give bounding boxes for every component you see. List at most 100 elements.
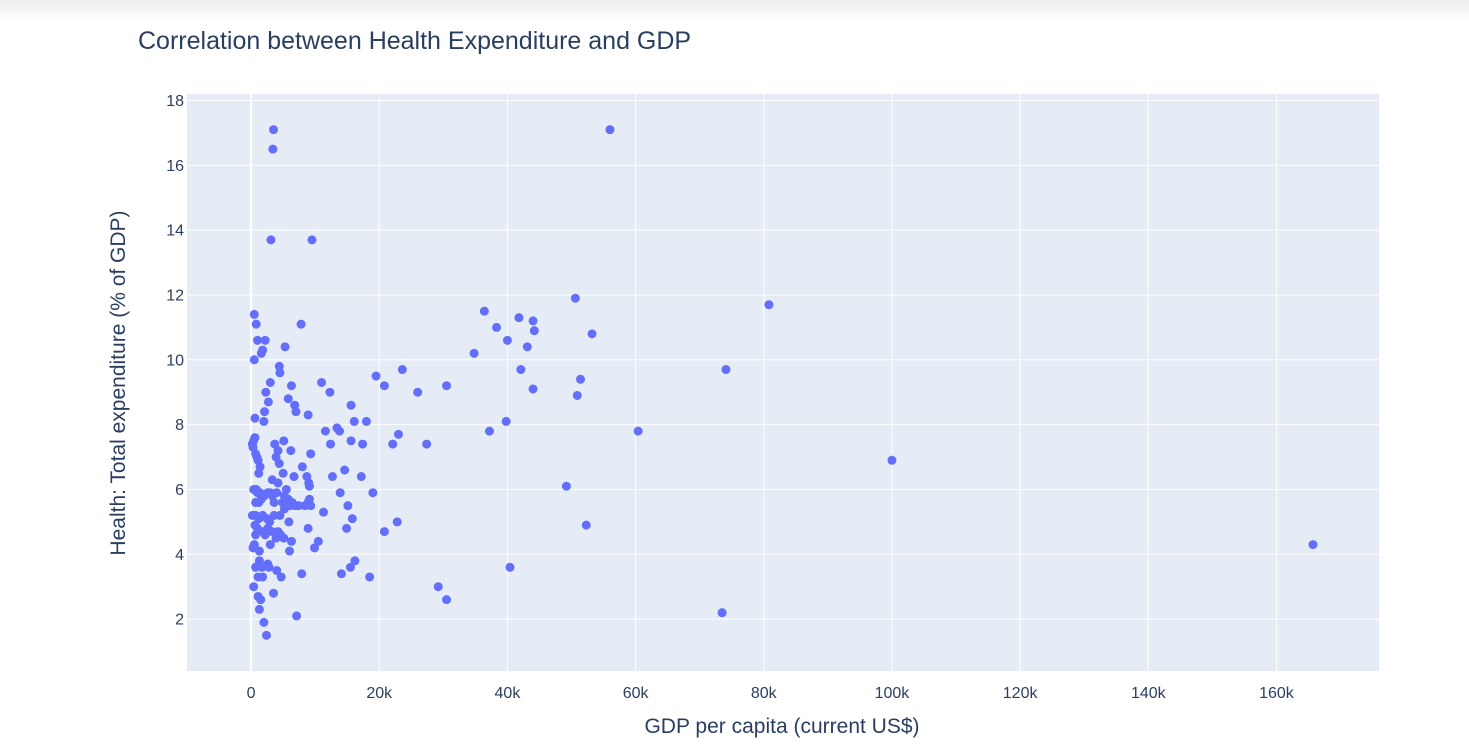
- data-point[interactable]: [260, 530, 270, 540]
- data-point[interactable]: [259, 617, 269, 627]
- data-point[interactable]: [365, 572, 375, 582]
- data-point[interactable]: [306, 501, 316, 511]
- data-point[interactable]: [319, 507, 329, 517]
- data-point[interactable]: [264, 562, 274, 572]
- data-point[interactable]: [275, 510, 285, 520]
- data-point[interactable]: [289, 472, 299, 482]
- data-point[interactable]: [272, 488, 282, 498]
- data-point[interactable]: [281, 484, 291, 494]
- data-point[interactable]: [275, 368, 285, 378]
- data-point[interactable]: [361, 416, 371, 426]
- data-point[interactable]: [307, 235, 317, 245]
- data-point[interactable]: [469, 348, 479, 358]
- data-point[interactable]: [561, 481, 571, 491]
- data-point[interactable]: [528, 316, 538, 326]
- data-point[interactable]: [516, 365, 526, 375]
- data-point[interactable]: [294, 501, 304, 511]
- data-point[interactable]: [346, 436, 356, 446]
- data-point[interactable]: [296, 319, 306, 329]
- data-point[interactable]: [313, 536, 323, 546]
- data-point[interactable]: [259, 416, 269, 426]
- data-point[interactable]: [514, 313, 524, 323]
- data-point[interactable]: [256, 494, 266, 504]
- data-point[interactable]: [268, 144, 278, 154]
- data-point[interactable]: [764, 300, 774, 310]
- data-point[interactable]: [528, 384, 538, 394]
- data-point[interactable]: [292, 611, 302, 621]
- data-point[interactable]: [349, 416, 359, 426]
- data-point[interactable]: [274, 459, 284, 469]
- data-point[interactable]: [320, 426, 330, 436]
- data-point[interactable]: [297, 462, 307, 472]
- data-point[interactable]: [261, 630, 271, 640]
- data-point[interactable]: [347, 514, 357, 524]
- data-point[interactable]: [254, 546, 264, 556]
- data-point[interactable]: [442, 595, 452, 605]
- data-point[interactable]: [303, 523, 313, 533]
- data-point[interactable]: [433, 582, 443, 592]
- data-point[interactable]: [336, 569, 346, 579]
- data-point[interactable]: [269, 125, 279, 135]
- data-point[interactable]: [304, 481, 314, 491]
- data-point[interactable]: [502, 335, 512, 345]
- data-point[interactable]: [263, 397, 273, 407]
- data-point[interactable]: [392, 517, 402, 527]
- data-point[interactable]: [283, 394, 293, 404]
- data-point[interactable]: [335, 488, 345, 498]
- data-point[interactable]: [271, 533, 281, 543]
- data-point[interactable]: [442, 381, 452, 391]
- data-point[interactable]: [269, 497, 279, 507]
- data-point[interactable]: [279, 533, 289, 543]
- data-point[interactable]: [260, 335, 270, 345]
- data-point[interactable]: [250, 413, 260, 423]
- data-point[interactable]: [251, 530, 261, 540]
- data-point[interactable]: [422, 439, 432, 449]
- data-point[interactable]: [717, 608, 727, 618]
- data-point[interactable]: [346, 400, 356, 410]
- data-point[interactable]: [265, 378, 275, 387]
- data-point[interactable]: [272, 566, 282, 576]
- data-point[interactable]: [310, 543, 320, 553]
- data-point[interactable]: [413, 387, 423, 397]
- data-point[interactable]: [297, 569, 307, 579]
- data-point[interactable]: [501, 416, 511, 426]
- data-point[interactable]: [251, 562, 261, 572]
- data-point[interactable]: [273, 478, 283, 488]
- data-point[interactable]: [278, 468, 288, 478]
- data-point[interactable]: [721, 365, 731, 375]
- data-point[interactable]: [572, 390, 582, 400]
- data-point[interactable]: [492, 322, 502, 332]
- data-point[interactable]: [286, 446, 296, 456]
- data-point[interactable]: [358, 439, 368, 449]
- data-point[interactable]: [256, 348, 266, 358]
- data-point[interactable]: [261, 387, 271, 397]
- data-point[interactable]: [368, 488, 378, 498]
- data-point[interactable]: [279, 436, 289, 446]
- data-point[interactable]: [276, 572, 286, 582]
- data-point[interactable]: [379, 381, 389, 391]
- data-point[interactable]: [249, 355, 259, 365]
- data-point[interactable]: [1308, 540, 1318, 550]
- data-point[interactable]: [356, 472, 366, 482]
- data-point[interactable]: [269, 588, 279, 598]
- data-point[interactable]: [335, 426, 345, 436]
- data-point[interactable]: [254, 468, 264, 478]
- data-point[interactable]: [379, 527, 389, 537]
- data-point[interactable]: [393, 429, 403, 439]
- data-point[interactable]: [484, 426, 494, 436]
- data-point[interactable]: [265, 540, 275, 550]
- data-point[interactable]: [260, 407, 270, 417]
- data-point[interactable]: [274, 361, 284, 371]
- data-point[interactable]: [479, 306, 489, 316]
- data-point[interactable]: [397, 365, 407, 375]
- data-point[interactable]: [306, 449, 316, 459]
- data-point[interactable]: [249, 582, 259, 592]
- data-point[interactable]: [256, 595, 266, 605]
- data-point[interactable]: [570, 293, 580, 303]
- data-point[interactable]: [249, 436, 259, 446]
- data-point[interactable]: [633, 426, 643, 436]
- data-point[interactable]: [887, 455, 897, 465]
- data-point[interactable]: [285, 546, 295, 556]
- data-point[interactable]: [529, 326, 539, 336]
- data-point[interactable]: [251, 319, 261, 329]
